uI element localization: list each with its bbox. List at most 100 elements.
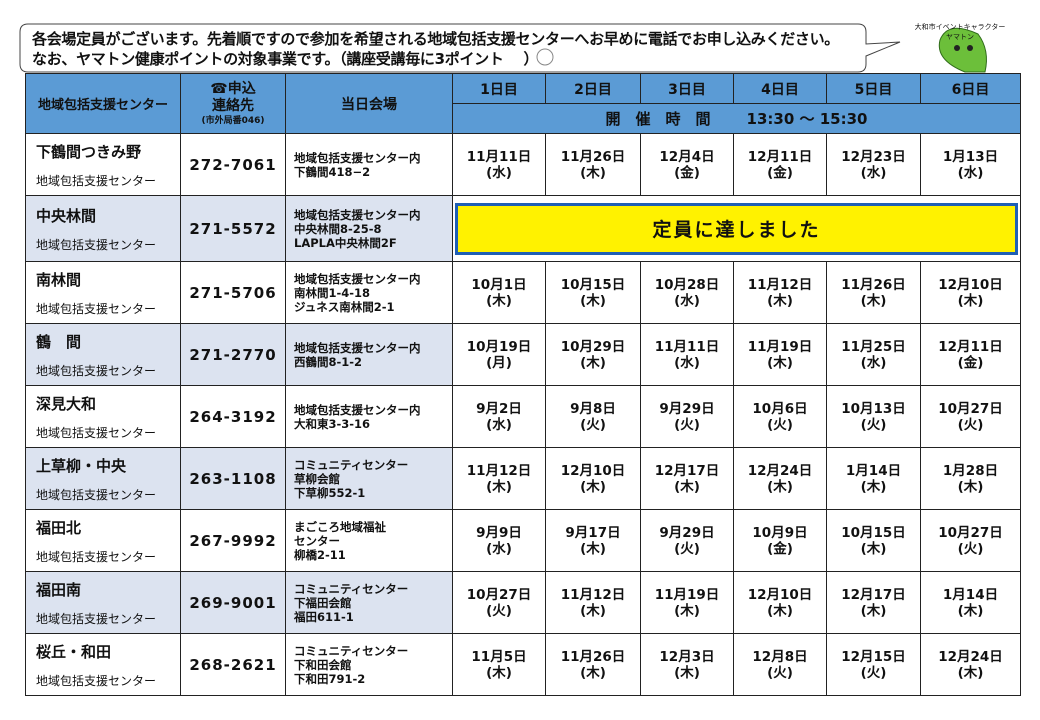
date-cell: 10月27日 (火) xyxy=(452,571,546,634)
weekday: (木) xyxy=(674,602,700,619)
date-cell: 11月12日 (木) xyxy=(452,447,546,510)
center-name: 上草柳・中央 xyxy=(36,456,127,475)
table-row: 福田北 地域包括支援センター 267-9992 まごころ地域福祉 センター 柳橋2-11 9… xyxy=(25,509,1021,572)
header-text: ☎申込 xyxy=(210,80,256,97)
weekday: (木) xyxy=(580,540,606,557)
phone: 271-5706 xyxy=(180,261,286,324)
date-cell: 12月10日 (木) xyxy=(545,447,641,510)
date-cell: 11月12日 (木) xyxy=(545,571,641,634)
date: 9月29日 xyxy=(659,400,715,417)
date: 9月8日 xyxy=(570,400,616,417)
center-name: 福田北 xyxy=(36,518,82,537)
date-cell: 11月11日 (水) xyxy=(640,323,734,386)
date: 10月27日 xyxy=(938,400,1003,417)
center-cell: 上草柳・中央 地域包括支援センター xyxy=(25,447,181,510)
center-cell: 深見大和 地域包括支援センター xyxy=(25,385,181,448)
center-cell: 桜丘・和田 地域包括支援センター xyxy=(25,633,181,696)
date-cell: 11月26日 (木) xyxy=(545,133,641,196)
date-cell: 11月26日 (木) xyxy=(545,633,641,696)
date: 10月9日 xyxy=(752,524,808,541)
date: 9月9日 xyxy=(476,524,522,541)
date: 11月11日 xyxy=(654,338,720,355)
venue-line: まごころ地域福祉 xyxy=(294,519,386,534)
center-name: 鶴 間 xyxy=(36,332,82,351)
date: 12月11日 xyxy=(747,148,813,165)
weekday: (木) xyxy=(957,292,984,309)
center-cell: 鶴 間地域包括支援センター xyxy=(25,323,181,386)
weekday: (月) xyxy=(486,354,512,371)
venue-cell: コミュニティセンター 下和田会館 下和田791-2 xyxy=(285,633,453,696)
venue-line: コミュニティセンター xyxy=(294,643,409,658)
weekday: (木) xyxy=(486,292,512,309)
venue-cell: 地域包括支援センター内 大和東3-3-16 xyxy=(285,385,453,448)
date: 11月5日 xyxy=(471,648,527,665)
date: 12月10日 xyxy=(747,586,813,603)
venue-line: 西鶴間8-1-2 xyxy=(294,354,363,369)
table-row: 下鶴間つきみ野 地域包括支援センター 272-7061 地域包括支援センター内 下鶴間4… xyxy=(25,133,1021,196)
weekday: (木) xyxy=(957,664,984,681)
center-cell: 福田南 地域包括支援センター xyxy=(25,571,181,634)
venue-line: 下和田791-2 xyxy=(294,671,366,686)
date-cell: 9月17日 (木) xyxy=(545,509,641,572)
weekday: (金) xyxy=(957,354,984,371)
venue-line: 柳橋2-11 xyxy=(294,547,346,562)
date-cell: 12月10日 (木) xyxy=(920,261,1021,324)
date: 1月14日 xyxy=(942,586,999,603)
venue-cell: 地域包括支援センター内 西鶴間8-1-2 xyxy=(285,323,453,386)
date: 10月27日 xyxy=(466,586,532,603)
decoration xyxy=(19,23,987,73)
date: 11月26日 xyxy=(560,148,626,165)
date-cell: 10月29日 (木) xyxy=(545,323,641,386)
date: 12月24日 xyxy=(747,462,813,479)
center-cell: 南林間 地域包括支援センター xyxy=(25,261,181,324)
date-cell: 10月15日 (木) xyxy=(545,261,641,324)
date-cell: 11月26日 (木) xyxy=(826,261,921,324)
date: 9月2日 xyxy=(476,400,522,417)
venue-line: 下和田会館 xyxy=(294,657,352,672)
venue-line: 地域包括支援センター内 xyxy=(294,402,421,417)
notice-line: 各会場定員がございます。先着順ですので参加を希望される地域包括支援センターへお早… xyxy=(32,30,840,48)
weekday: (木) xyxy=(767,478,793,495)
date-cell: 10月15日 (木) xyxy=(826,509,921,572)
venue-cell: 地域包括支援センター内 南林間1-4-18 ジュネス南林間2-1 xyxy=(285,261,453,324)
table-row: 深見大和 地域包括支援センター 264-3192 地域包括支援センター内 大和東3-3-… xyxy=(25,385,1021,448)
notice-text: なお、ヤマトン健康ポイントの対象事業です。（講座受講毎に3ポイント xyxy=(32,50,504,68)
header-row: 開 催 時 間 13:30 ～ 15:30 xyxy=(26,103,1021,134)
weekday: (金) xyxy=(767,540,793,557)
weekday: (火) xyxy=(674,540,700,557)
date-cell: 12月23日 (水) xyxy=(826,133,921,196)
date: 10月29日 xyxy=(560,338,626,355)
date-cell: 10月13日 (火) xyxy=(826,385,921,448)
date: 11月19日 xyxy=(654,586,720,603)
phone: 271-2770 xyxy=(180,323,286,386)
weekday: (木) xyxy=(674,664,700,681)
weekday: (木) xyxy=(860,478,887,495)
day-header: 5日目 xyxy=(826,73,921,104)
point-icon xyxy=(536,48,554,66)
venue-line: コミュニティセンター xyxy=(294,581,409,596)
notice-line: なお、ヤマトン健康ポイントの対象事業です。（講座受講毎に3ポイント ） xyxy=(32,48,539,69)
weekday: (木) xyxy=(860,540,887,557)
weekday: (木) xyxy=(486,664,512,681)
date: 1月13日 xyxy=(942,148,999,165)
weekday: (木) xyxy=(580,354,606,371)
phone: 269-9001 xyxy=(180,571,286,634)
weekday: (木) xyxy=(580,664,606,681)
date: 12月23日 xyxy=(841,148,906,165)
center-name: 福田南 xyxy=(36,580,82,599)
venue-line: 中央林間8-25-8 xyxy=(294,221,382,236)
weekday: (木) xyxy=(957,478,984,495)
table-row: 南林間 地域包括支援センター 271-5706 地域包括支援センター内 南林間1-4-1… xyxy=(25,261,1021,324)
weekday: (水) xyxy=(486,164,512,181)
venue-line: 地域包括支援センター内 xyxy=(294,271,421,286)
date: 11月12日 xyxy=(747,276,813,293)
date-cell: 10月1日 (木) xyxy=(452,261,546,324)
mascot-eye xyxy=(967,45,973,51)
date: 10月6日 xyxy=(752,400,808,417)
weekday: (水) xyxy=(674,292,700,309)
phone: 263-1108 xyxy=(180,447,286,510)
weekday: (水) xyxy=(860,354,887,371)
venue-line: ジュネス南林間2-1 xyxy=(294,299,395,314)
date: 12月15日 xyxy=(841,648,906,665)
date: 10月28日 xyxy=(654,276,720,293)
